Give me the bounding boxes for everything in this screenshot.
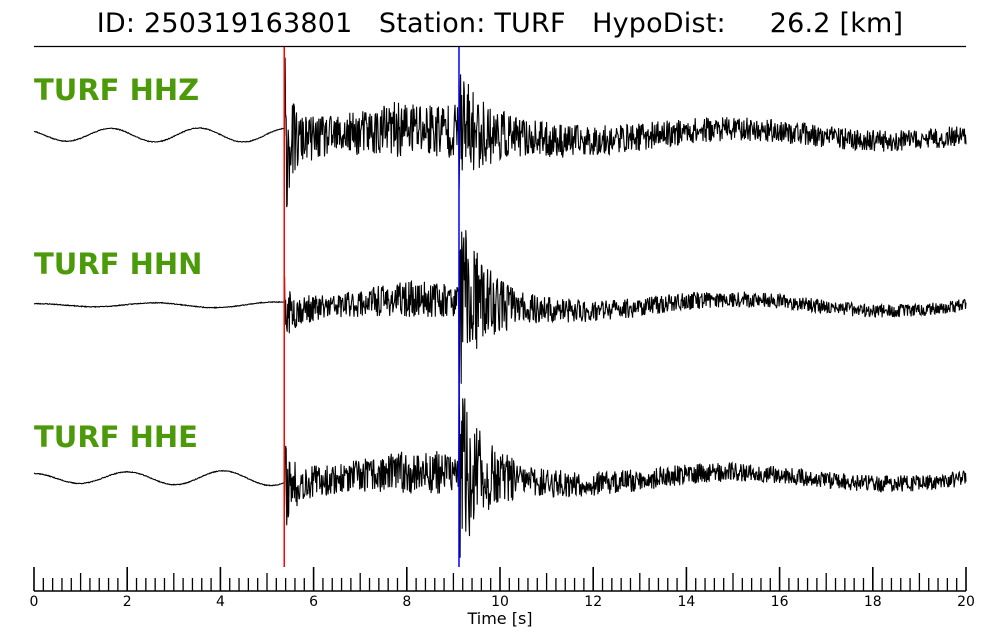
station-name: TURF [494,8,566,39]
x-axis-label: Time [s] [466,609,532,628]
x-tick-label: 14 [677,594,695,610]
x-tick-label: 4 [216,594,225,610]
id-label: ID: [96,8,136,39]
x-tick-label: 12 [584,594,602,610]
hypodist-unit: [km] [839,8,904,39]
trace-line-hhe [33,387,967,558]
trace-line-hhz [33,57,967,208]
traces-layer [33,57,967,558]
x-tick-label: 10 [491,594,509,610]
x-tick-label: 20 [957,594,975,610]
x-tick-label: 8 [402,594,411,610]
chart-title: ID: 250319163801 Station: TURF HypoDist:… [0,8,1000,39]
hypodist-label: HypoDist: [592,8,726,39]
trace-line-hhn [33,230,967,401]
trace-label-hhn: TURF HHN [34,247,202,281]
hypodist-value: 26.2 [769,8,831,39]
x-tick-label: 18 [864,594,882,610]
trace-labels-layer: TURF HHZ TURF HHN TURF HHE [34,73,202,454]
picks-layer [283,47,460,567]
trace-label-hhe: TURF HHE [34,420,198,454]
x-tick-label: 16 [771,594,789,610]
trace-label-hhz: TURF HHZ [34,73,199,107]
x-tick-label: 6 [309,594,318,610]
time-axis: 0 2 4 6 8 10 12 14 16 18 20 Time [s] [30,567,975,628]
station-label: Station: [378,8,486,39]
x-tick-label: 0 [30,594,39,610]
event-id: 250319163801 [143,8,353,39]
x-tick-label: 2 [123,594,132,610]
